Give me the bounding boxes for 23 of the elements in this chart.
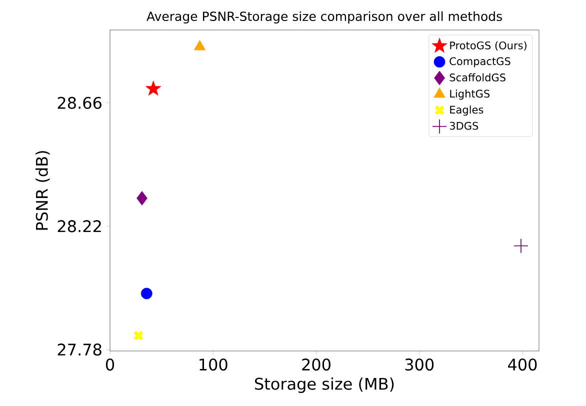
y-tick-label: 28.66 <box>58 96 102 109</box>
point <box>133 330 144 341</box>
point <box>514 238 528 254</box>
x-tick-label: 200 <box>302 358 330 371</box>
legend-label: ScaffoldGS <box>450 73 506 82</box>
legend-label: CompactGS <box>450 57 510 68</box>
x-tick-label: 300 <box>405 358 434 371</box>
y-tick-label: 27.78 <box>58 344 102 356</box>
x-axis-title: Storage size (MB) <box>255 377 394 393</box>
point <box>140 288 152 300</box>
legend-label: LightGS <box>450 90 490 100</box>
point <box>136 190 148 206</box>
legend-label: ProtoGS (Ours) <box>450 41 526 51</box>
x-tick-label: 0 <box>106 358 114 371</box>
point <box>194 40 206 50</box>
y-tick-label: 28.22 <box>58 220 101 232</box>
point <box>146 80 162 96</box>
y-axis-title: PSNR (dB) <box>36 151 50 230</box>
legend-label: Eagles <box>450 106 484 116</box>
x-tick-label: 100 <box>200 358 228 371</box>
x-tick-label: 400 <box>508 358 537 371</box>
legend-label: 3DGS <box>450 122 478 130</box>
chart-title: Average PSNR-Storage size comparison over all methods <box>146 11 502 24</box>
